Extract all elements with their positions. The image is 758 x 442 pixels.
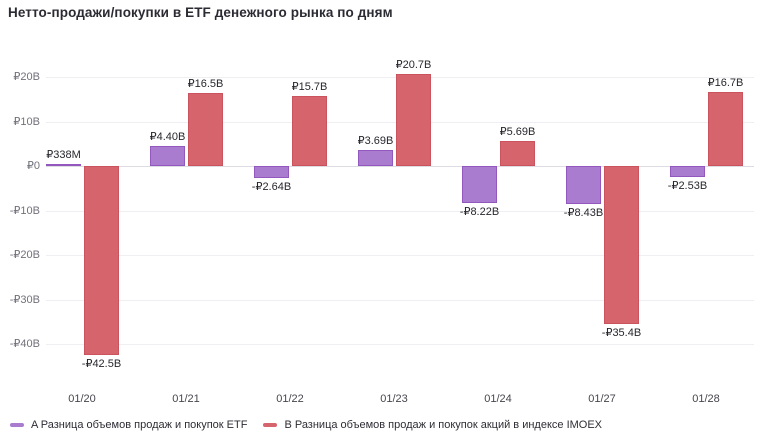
- legend-item-etf[interactable]: A Разница объемов продаж и покупок ETF: [10, 419, 247, 431]
- x-tick-label: 01/23: [380, 393, 408, 405]
- x-tick-label: 01/27: [588, 393, 616, 405]
- x-tick-label: 01/21: [172, 393, 200, 405]
- chart-title: Нетто-продажи/покупки в ETF денежного ры…: [8, 5, 393, 20]
- x-tick-label: 01/20: [68, 393, 96, 405]
- value-label: -₽35.4B: [601, 327, 642, 339]
- value-label: ₽4.40B: [149, 131, 186, 143]
- y-tick-label: -₽40B: [9, 338, 40, 350]
- value-label: ₽5.69B: [499, 126, 536, 138]
- value-label: -₽42.5B: [81, 358, 122, 370]
- bar-etf[interactable]: [254, 166, 289, 178]
- y-tick-label: ₽20B: [13, 71, 40, 83]
- y-tick-label: ₽10B: [13, 116, 40, 128]
- bar-imoex[interactable]: [604, 166, 639, 324]
- legend: A Разница объемов продаж и покупок ETF B…: [10, 419, 602, 431]
- bar-imoex[interactable]: [708, 92, 743, 166]
- gridline: [46, 255, 754, 256]
- gridline: [46, 300, 754, 301]
- bar-imoex[interactable]: [292, 96, 327, 166]
- y-tick-label: -₽10B: [9, 205, 40, 217]
- gridline: [46, 344, 754, 345]
- legend-marker-imoex-icon: [263, 423, 278, 427]
- legend-marker-etf-icon: [10, 423, 24, 427]
- legend-label-imoex: B Разница объемов продаж и покупок акций…: [284, 419, 603, 431]
- x-tick-label: 01/28: [692, 393, 720, 405]
- legend-item-imoex[interactable]: B Разница объемов продаж и покупок акций…: [263, 419, 602, 431]
- value-label: -₽8.22B: [459, 206, 500, 218]
- gridline: [46, 166, 754, 167]
- bar-imoex[interactable]: [500, 141, 535, 166]
- bar-etf[interactable]: [566, 166, 601, 204]
- bar-etf[interactable]: [358, 150, 393, 166]
- x-tick-label: 01/22: [276, 393, 304, 405]
- y-tick-label: -₽30B: [9, 294, 40, 306]
- bar-imoex[interactable]: [396, 74, 431, 166]
- value-label: ₽16.7B: [707, 77, 744, 89]
- legend-label-etf: A Разница объемов продаж и покупок ETF: [31, 419, 248, 431]
- value-label: ₽16.5B: [187, 78, 224, 90]
- y-tick-label: -₽20B: [9, 249, 40, 261]
- value-label: -₽2.64B: [251, 181, 292, 193]
- bar-etf[interactable]: [46, 164, 81, 166]
- bar-etf[interactable]: [670, 166, 705, 177]
- x-tick-label: 01/24: [484, 393, 512, 405]
- value-label: ₽20.7B: [395, 59, 432, 71]
- bar-imoex[interactable]: [188, 93, 223, 166]
- value-label: -₽2.53B: [667, 180, 708, 192]
- bar-etf[interactable]: [150, 146, 185, 166]
- bar-etf[interactable]: [462, 166, 497, 203]
- value-label: ₽15.7B: [291, 81, 328, 93]
- value-label: ₽338M: [46, 149, 81, 161]
- y-tick-label: ₽0: [26, 160, 40, 172]
- value-label: -₽8.43B: [563, 207, 604, 219]
- bar-imoex[interactable]: [84, 166, 119, 355]
- gridline: [46, 211, 754, 212]
- value-label: ₽3.69B: [357, 135, 394, 147]
